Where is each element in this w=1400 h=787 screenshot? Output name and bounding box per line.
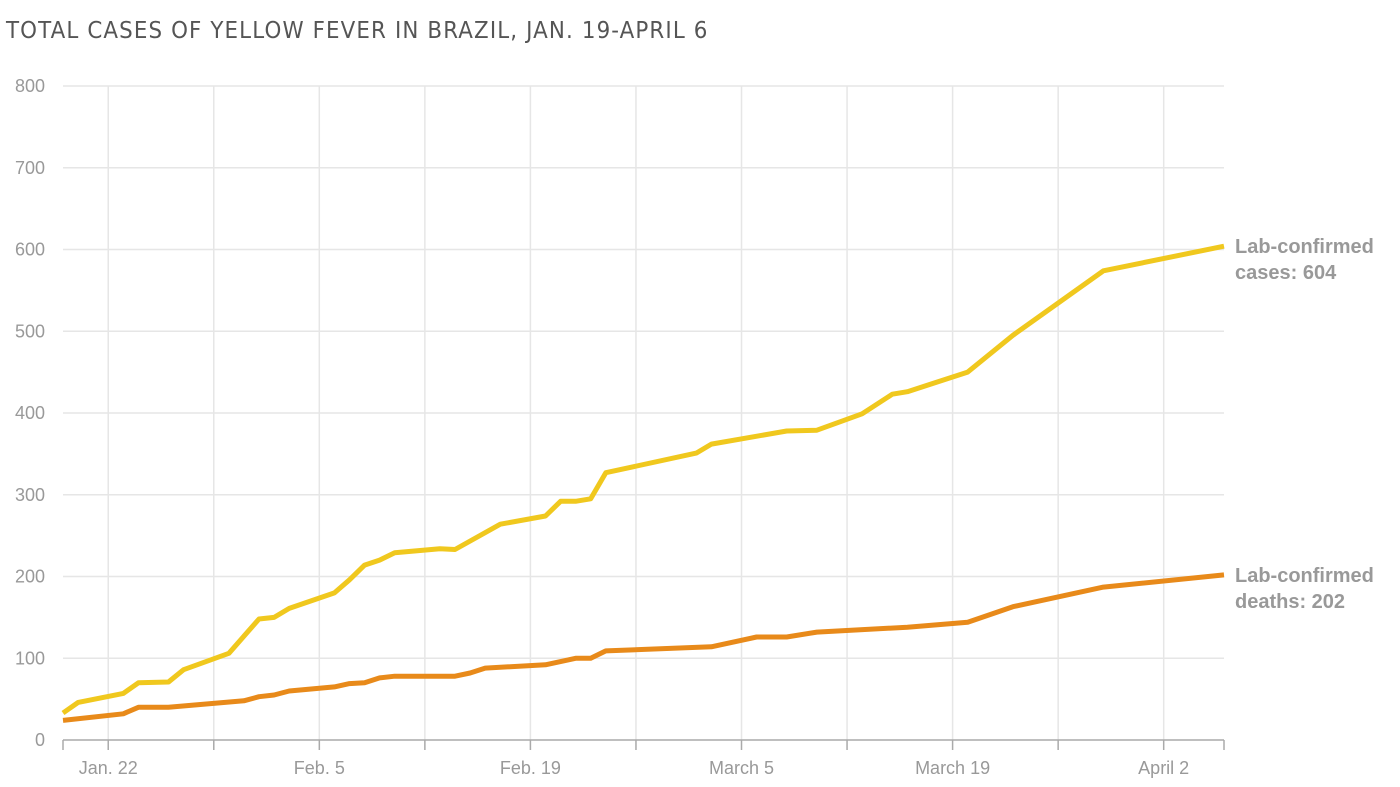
x-tick-label: April 2 bbox=[1138, 758, 1189, 778]
y-tick-label: 400 bbox=[15, 403, 45, 423]
series-label: deaths: 202 bbox=[1235, 591, 1345, 613]
series-label: Lab-confirmed bbox=[1235, 565, 1374, 587]
y-tick-label: 100 bbox=[15, 648, 45, 668]
y-tick-label: 200 bbox=[15, 567, 45, 587]
series-label: cases: 604 bbox=[1235, 262, 1337, 284]
y-tick-label: 0 bbox=[35, 730, 45, 750]
y-tick-label: 700 bbox=[15, 158, 45, 178]
x-tick-label: March 5 bbox=[709, 758, 774, 778]
y-tick-label: 300 bbox=[15, 485, 45, 505]
y-tick-label: 600 bbox=[15, 240, 45, 260]
x-tick-label: Feb. 5 bbox=[294, 758, 345, 778]
y-tick-label: 800 bbox=[15, 76, 45, 96]
chart-title: TOTAL CASES OF YELLOW FEVER IN BRAZIL, J… bbox=[6, 18, 709, 44]
x-tick-label: Feb. 19 bbox=[500, 758, 561, 778]
series-line-cases bbox=[61, 243, 1225, 716]
x-tick-label: Jan. 22 bbox=[79, 758, 138, 778]
y-tick-label: 500 bbox=[15, 321, 45, 341]
series-label: Lab-confirmed bbox=[1235, 236, 1374, 258]
x-tick-label: March 19 bbox=[915, 758, 990, 778]
